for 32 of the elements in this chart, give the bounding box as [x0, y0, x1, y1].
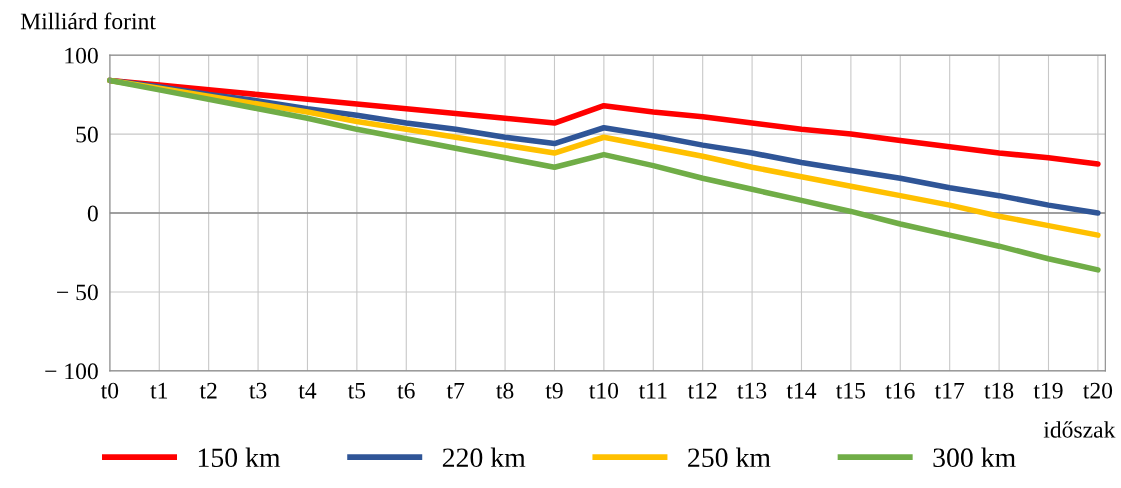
x-tick-label: t14 — [786, 382, 817, 399]
x-tick-label: t19 — [1033, 382, 1063, 399]
x-tick-label: t3 — [249, 382, 267, 399]
legend-label: 300 km — [933, 447, 1016, 468]
y-tick-label: 50 — [76, 126, 98, 143]
x-tick-label: t15 — [836, 382, 866, 399]
y-tick-label: 0 — [87, 205, 98, 222]
x-tick-label: t20 — [1083, 382, 1113, 399]
x-tick-label: t18 — [984, 382, 1014, 399]
y-tick-label: − 50 — [57, 284, 98, 301]
x-tick-label: t17 — [934, 382, 965, 399]
x-tick-label: t4 — [298, 382, 317, 399]
x-tick-label: t5 — [347, 382, 366, 399]
x-tick-label: t11 — [638, 382, 667, 399]
y-tick-label: 100 — [65, 47, 98, 64]
x-tick-label: t12 — [687, 382, 717, 399]
x-axis-title: időszak — [1043, 421, 1116, 438]
legend-label: 220 km — [442, 447, 526, 468]
x-tick-label: t9 — [545, 382, 563, 399]
y-tick-label: − 100 — [45, 363, 98, 380]
y-axis-title: Milliárd forint — [20, 12, 156, 30]
x-tick-label: t6 — [397, 382, 415, 399]
legend-label: 250 km — [688, 447, 771, 468]
x-tick-label: t7 — [446, 382, 465, 399]
x-tick-label: t1 — [150, 382, 168, 399]
x-tick-label: t8 — [496, 382, 514, 399]
x-tick-label: t13 — [737, 382, 767, 399]
legend-label: 150 km — [198, 447, 281, 468]
x-tick-label: t0 — [100, 382, 119, 399]
x-tick-label: t16 — [885, 382, 915, 399]
x-tick-label: t10 — [589, 382, 619, 399]
x-tick-label: t2 — [199, 382, 217, 399]
